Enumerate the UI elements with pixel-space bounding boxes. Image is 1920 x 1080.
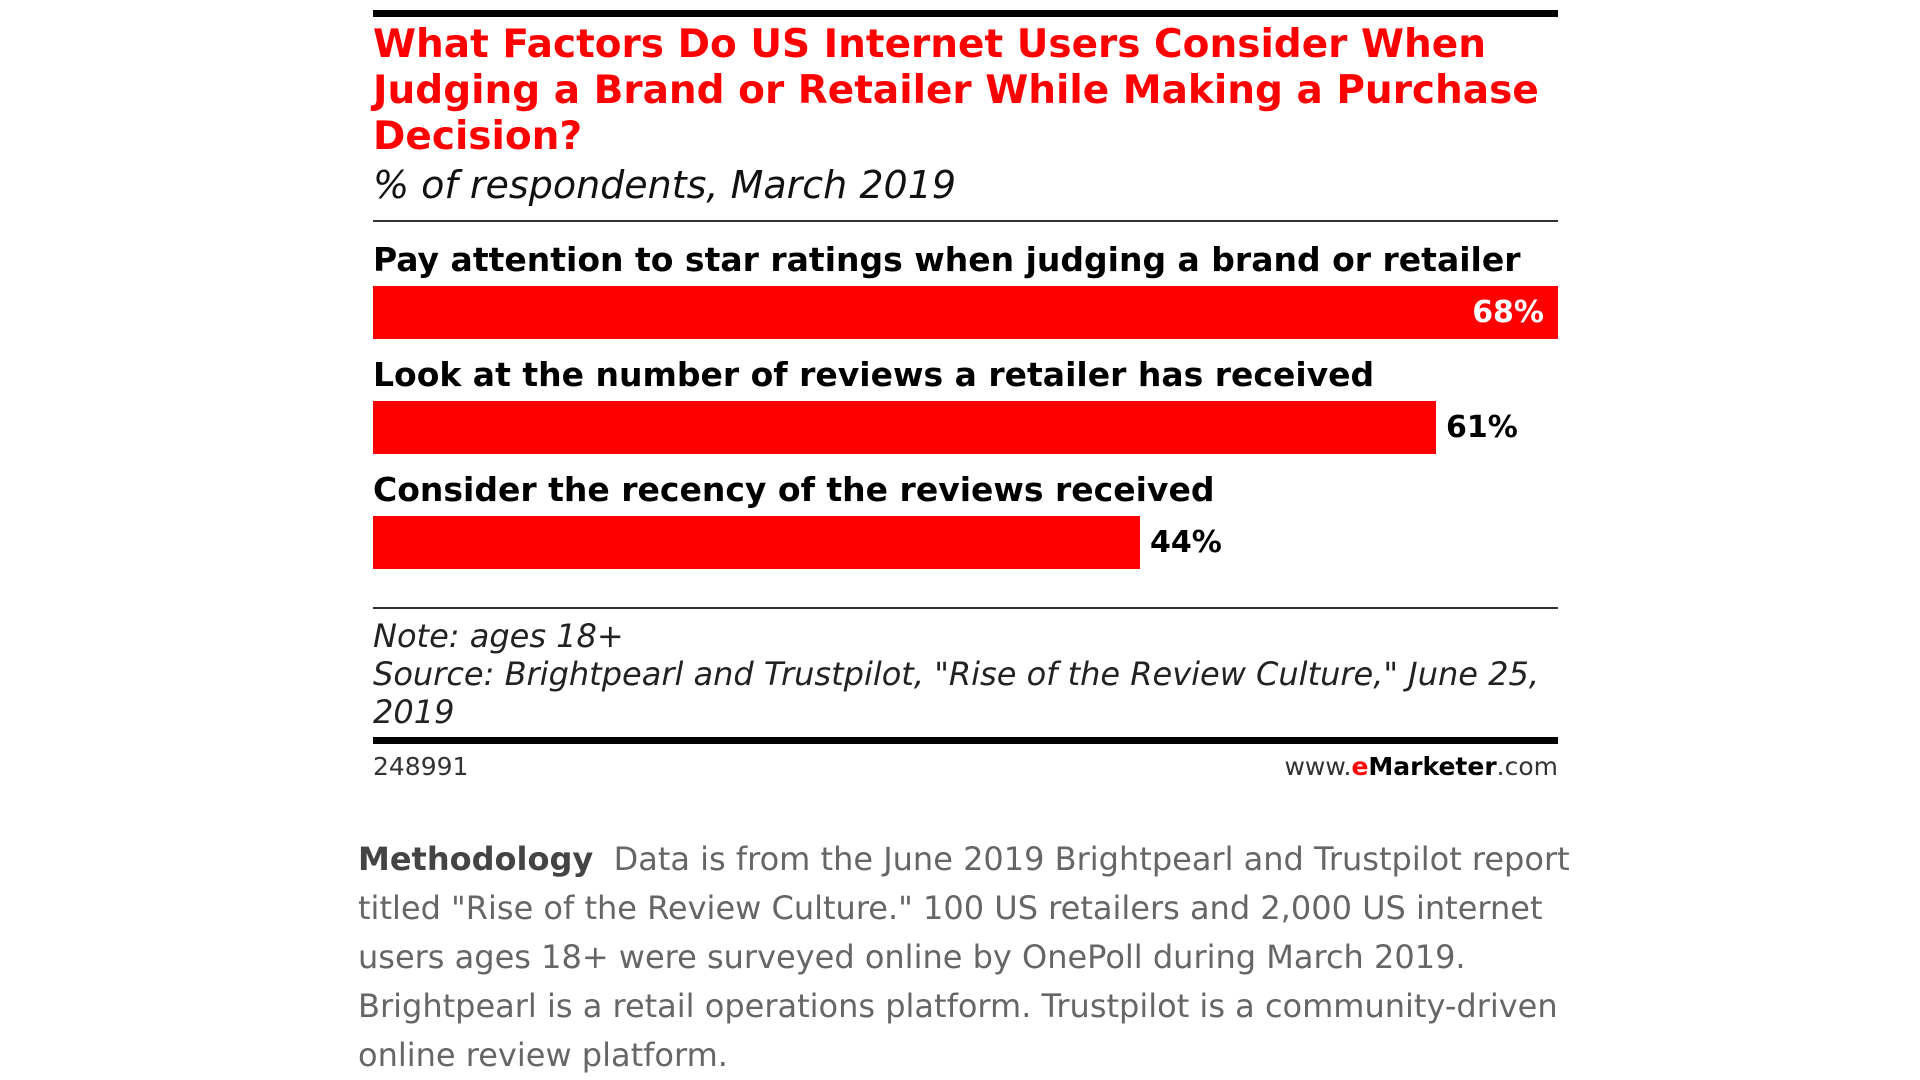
bar	[373, 286, 1558, 339]
chart-card: What Factors Do US Internet Users Consid…	[373, 10, 1558, 781]
methodology-text: Data is from the June 2019 Brightpearl a…	[358, 840, 1570, 1074]
category-label: Look at the number of reviews a retailer…	[373, 355, 1375, 394]
value-label: 68%	[1472, 295, 1544, 330]
source-text: Source: Brightpearl and Trustpilot, "Ris…	[373, 655, 1540, 731]
category-label: Consider the recency of the reviews rece…	[373, 470, 1215, 509]
chart-note: Note: ages 18+ Source: Brightpearl and T…	[373, 617, 1558, 731]
chart-id: 248991	[373, 752, 469, 781]
brand-suffix: .com	[1496, 752, 1558, 781]
category-label: Pay attention to star ratings when judgi…	[373, 240, 1521, 279]
bar	[373, 516, 1140, 569]
bottom-rule	[373, 737, 1558, 744]
top-rule	[373, 10, 1558, 17]
methodology-label: Methodology	[358, 840, 594, 878]
chart-title: What Factors Do US Internet Users Consid…	[373, 22, 1539, 159]
footer-divider	[373, 607, 1558, 609]
brand-marketer: Marketer	[1368, 752, 1497, 781]
header-divider	[373, 220, 1558, 222]
brand-e: e	[1351, 752, 1369, 781]
chart-subtitle: % of respondents, March 2019	[373, 163, 957, 207]
note-text: Note: ages 18+	[373, 617, 624, 655]
emarketer-link[interactable]: www.eMarketer.com	[1284, 752, 1558, 781]
value-label: 44%	[1150, 525, 1222, 560]
value-label: 61%	[1446, 410, 1518, 445]
bar-area: Pay attention to star ratings when judgi…	[373, 222, 1558, 607]
methodology-block: Methodology Data is from the June 2019 B…	[358, 835, 1573, 1080]
bar	[373, 401, 1436, 454]
brand-prefix: www.	[1284, 752, 1352, 781]
chart-footer: 248991 www.eMarketer.com	[373, 752, 1558, 781]
